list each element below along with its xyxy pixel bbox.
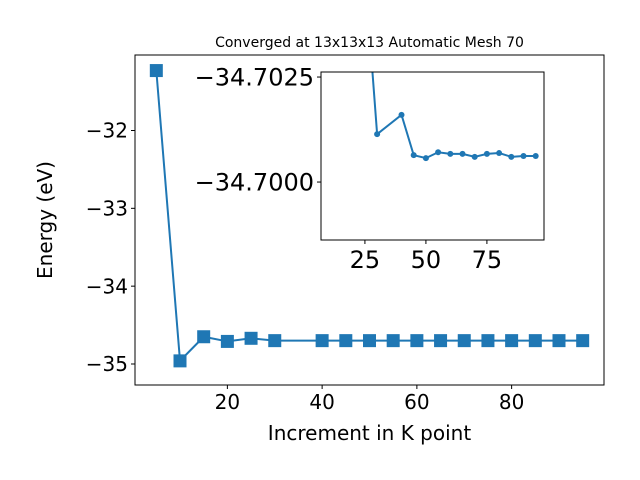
y-axis-label: Energy (eV) — [33, 161, 57, 279]
y-tick-label: −35 — [86, 352, 128, 376]
marker — [483, 150, 490, 157]
marker — [505, 334, 519, 348]
marker — [398, 111, 405, 118]
x-tick-label: 40 — [309, 390, 334, 414]
x-tick-label: 20 — [215, 390, 240, 414]
marker — [197, 330, 211, 344]
y-tick-label: −32 — [86, 119, 128, 143]
marker — [149, 64, 163, 78]
marker — [374, 131, 381, 138]
marker — [471, 153, 478, 160]
series — [149, 64, 590, 368]
x-tick-label: 75 — [472, 246, 503, 274]
y-tick-label: −34.7025 — [195, 64, 314, 92]
marker — [576, 334, 590, 348]
marker — [422, 155, 429, 162]
marker — [481, 334, 495, 348]
marker — [410, 152, 417, 159]
marker — [435, 149, 442, 156]
y-tick-label: −33 — [86, 197, 128, 221]
y-tick-label: −34.7000 — [195, 169, 314, 197]
marker — [410, 334, 424, 348]
series — [371, 72, 539, 162]
marker — [459, 150, 466, 157]
x-tick-label: 60 — [404, 390, 429, 414]
marker — [496, 150, 503, 157]
x-tick-label: 25 — [350, 246, 381, 274]
marker — [315, 334, 329, 348]
marker — [552, 334, 566, 348]
marker — [434, 334, 448, 348]
marker — [244, 331, 258, 345]
marker — [173, 354, 187, 368]
y-tick-label: −34 — [86, 274, 128, 298]
marker — [457, 334, 471, 348]
marker — [508, 153, 515, 160]
axes-frame — [320, 71, 545, 241]
marker — [220, 334, 234, 348]
x-tick-label: 80 — [499, 390, 524, 414]
chart-title: Converged at 13x13x13 Automatic Mesh 70 — [215, 35, 524, 51]
x-tick-label: 50 — [411, 246, 442, 274]
marker — [363, 334, 376, 348]
marker — [520, 153, 527, 159]
marker — [447, 150, 454, 157]
marker — [339, 334, 353, 348]
marker — [268, 334, 282, 348]
x-axis-label: Increment in K point — [268, 421, 472, 445]
axes: 25 50 75 −34.7000 −34.7025 — [195, 64, 545, 274]
marker — [532, 153, 539, 159]
marker — [386, 334, 400, 348]
axes-frame — [134, 54, 605, 386]
marker — [528, 334, 542, 348]
